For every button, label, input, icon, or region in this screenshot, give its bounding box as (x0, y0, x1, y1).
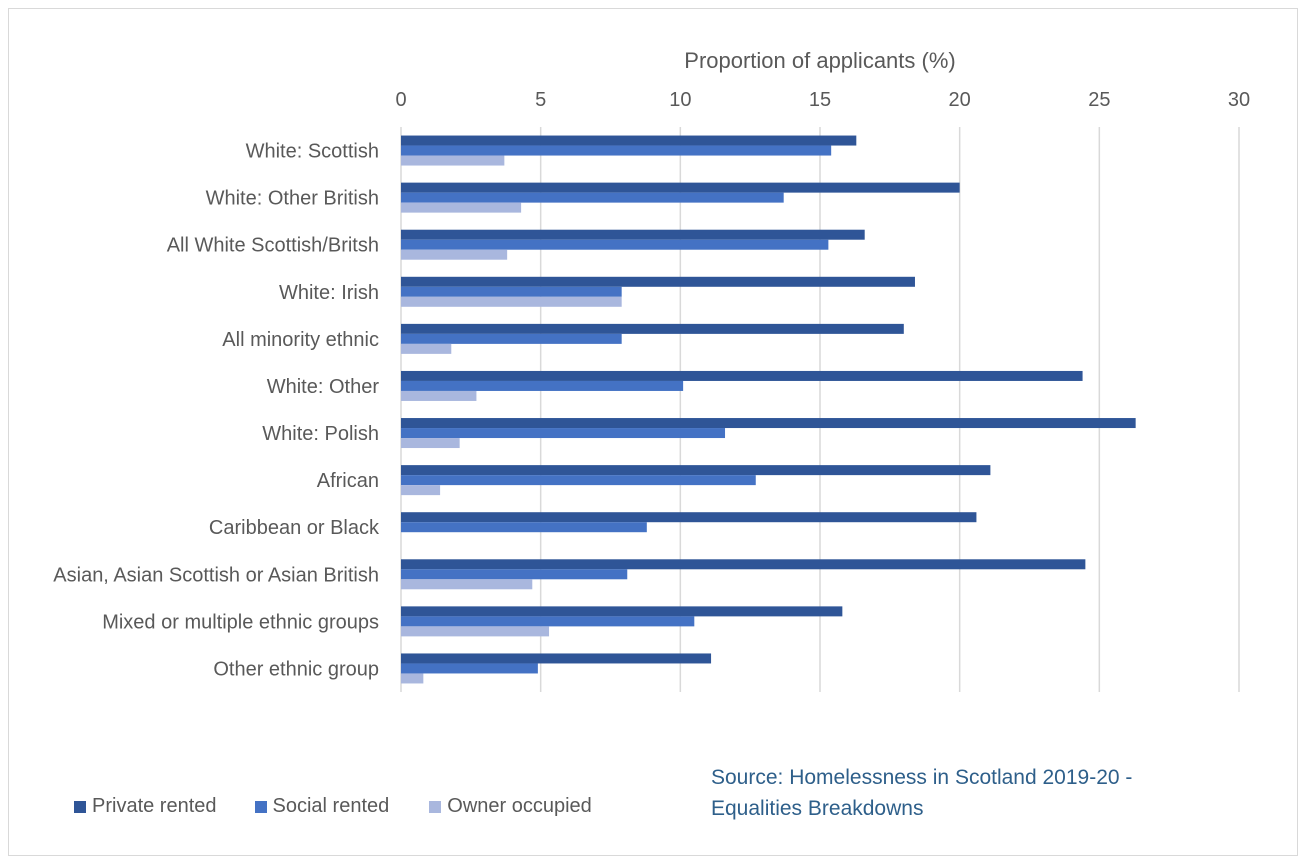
bar-owner-occupied (401, 579, 532, 589)
category-label: Asian, Asian Scottish or Asian British (53, 564, 379, 586)
bar-social-rented (401, 146, 831, 156)
bar-social-rented (401, 240, 828, 250)
bar-social-rented (401, 475, 756, 485)
legend-item: Social rented (255, 795, 390, 818)
legend-item: Owner occupied (429, 795, 592, 818)
bar-social-rented (401, 522, 647, 532)
category-label: White: Polish (262, 423, 379, 445)
category-label: Other ethnic group (213, 658, 379, 680)
category-label: White: Irish (279, 282, 379, 304)
legend-label: Social rented (273, 795, 390, 818)
bar-private-rented (401, 512, 976, 522)
x-tick-label: 15 (809, 89, 831, 111)
legend: Private rented Social rented Owner occupie… (74, 795, 632, 818)
bar-social-rented (401, 616, 694, 626)
bar-owner-occupied (401, 156, 504, 166)
legend-label: Owner occupied (447, 795, 592, 818)
bar-private-rented (401, 183, 960, 193)
bar-social-rented (401, 381, 683, 391)
x-axis-title: Proportion of applicants (%) (684, 48, 955, 73)
bar-social-rented (401, 193, 784, 203)
bar-private-rented (401, 277, 915, 287)
category-label: White: Scottish (246, 141, 379, 163)
bar-private-rented (401, 559, 1085, 569)
legend-swatch (255, 801, 267, 813)
source-note: Source: Homelessness in Scotland 2019-20… (711, 762, 1132, 824)
x-tick-label: 25 (1088, 89, 1110, 111)
bar-owner-occupied (401, 626, 549, 636)
x-tick-label: 20 (949, 89, 971, 111)
bar-owner-occupied (401, 391, 476, 401)
bar-owner-occupied (401, 344, 451, 354)
x-tick-label: 30 (1228, 89, 1250, 111)
bar-owner-occupied (401, 250, 507, 260)
source-line-1: Source: Homelessness in Scotland 2019-20… (711, 762, 1132, 793)
bar-private-rented (401, 136, 856, 146)
bar-owner-occupied (401, 203, 521, 213)
legend-swatch (429, 801, 441, 813)
category-label: African (317, 470, 379, 492)
bar-owner-occupied (401, 673, 423, 683)
bar-social-rented (401, 663, 538, 673)
source-line-2: Equalities Breakdowns (711, 793, 1132, 824)
x-tick-label: 0 (395, 89, 406, 111)
category-label: White: Other (267, 376, 380, 398)
x-tick-label: 5 (535, 89, 546, 111)
bar-social-rented (401, 569, 627, 579)
bar-private-rented (401, 418, 1136, 428)
bar-private-rented (401, 230, 865, 240)
category-label: Caribbean or Black (209, 517, 380, 539)
category-label: Mixed or multiple ethnic groups (102, 611, 379, 633)
legend-label: Private rented (92, 795, 217, 818)
legend-swatch (74, 801, 86, 813)
bar-private-rented (401, 371, 1083, 381)
bar-social-rented (401, 334, 622, 344)
bar-private-rented (401, 324, 904, 334)
legend-item: Private rented (74, 795, 217, 818)
category-label: White: Other British (206, 188, 379, 210)
bar-private-rented (401, 465, 990, 475)
category-label: All minority ethnic (222, 329, 379, 351)
category-label: All White Scottish/Britsh (167, 235, 379, 257)
bar-private-rented (401, 606, 842, 616)
x-tick-label: 10 (669, 89, 691, 111)
bar-owner-occupied (401, 438, 460, 448)
bar-social-rented (401, 287, 622, 297)
bar-owner-occupied (401, 297, 622, 307)
bar-private-rented (401, 653, 711, 663)
bar-social-rented (401, 428, 725, 438)
bar-owner-occupied (401, 485, 440, 495)
